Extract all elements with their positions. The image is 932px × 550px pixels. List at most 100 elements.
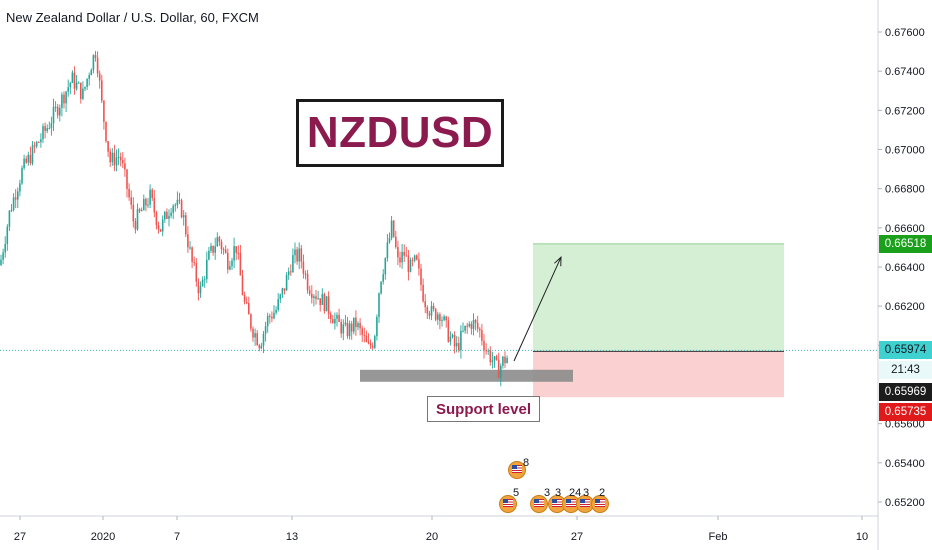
candle-body bbox=[252, 328, 254, 338]
candle-body bbox=[327, 296, 330, 314]
candle-body bbox=[413, 255, 416, 261]
candle-body bbox=[287, 271, 290, 276]
candle-body bbox=[388, 238, 391, 243]
candle-body bbox=[277, 299, 279, 310]
loss-zone[interactable] bbox=[533, 351, 784, 398]
candle-body bbox=[437, 314, 439, 320]
candle-body bbox=[136, 209, 139, 230]
candle-body bbox=[445, 316, 447, 321]
candle-body bbox=[94, 55, 97, 58]
candle-body bbox=[151, 189, 153, 199]
economic-event-icon[interactable] bbox=[508, 461, 526, 479]
candle-body bbox=[464, 325, 466, 331]
candle-body bbox=[420, 268, 422, 285]
event-count: 3 bbox=[544, 487, 551, 499]
candle-body bbox=[279, 294, 282, 300]
economic-event-icon[interactable] bbox=[576, 495, 594, 513]
candle-body bbox=[395, 236, 397, 248]
candle-body bbox=[430, 305, 433, 316]
stop-loss-price-tag: 0.65735 bbox=[879, 403, 932, 421]
x-tick-label: 27 bbox=[571, 531, 583, 543]
candle-body bbox=[27, 154, 30, 163]
candle-body bbox=[67, 87, 69, 92]
economic-event-icon[interactable] bbox=[548, 495, 566, 513]
candle-body bbox=[340, 321, 342, 334]
economic-event-icon[interactable] bbox=[591, 495, 609, 513]
candle-body bbox=[348, 323, 351, 337]
candle-body bbox=[378, 293, 380, 317]
candle-body bbox=[290, 271, 292, 273]
candle-body bbox=[285, 275, 288, 291]
candle-body bbox=[458, 343, 460, 351]
candle-body bbox=[195, 263, 198, 282]
candle-body bbox=[214, 246, 216, 253]
projection-arrow-head bbox=[554, 256, 562, 267]
stop-loss-price: 0.65735 bbox=[884, 406, 927, 418]
candle-body bbox=[222, 249, 225, 251]
candle-body bbox=[491, 360, 494, 363]
candle-body bbox=[300, 248, 303, 262]
candle-body bbox=[350, 323, 353, 332]
candle-body bbox=[12, 197, 15, 210]
candle-body bbox=[29, 154, 32, 164]
candle-body bbox=[164, 211, 166, 220]
candle-body bbox=[384, 258, 387, 275]
candle-body bbox=[262, 333, 265, 346]
profit-zone[interactable] bbox=[533, 243, 784, 352]
candle-body bbox=[504, 356, 506, 364]
support-level-zone[interactable] bbox=[360, 369, 573, 382]
candle-body bbox=[281, 288, 284, 295]
candle-body bbox=[208, 250, 210, 260]
candle-body bbox=[296, 249, 298, 262]
candle-body bbox=[157, 225, 160, 230]
candle-body bbox=[50, 123, 53, 129]
entry-price-tag: 0.65969 bbox=[879, 383, 932, 401]
economic-event-icon[interactable] bbox=[530, 495, 548, 513]
candle-body bbox=[355, 317, 357, 328]
candle-body bbox=[315, 296, 317, 299]
candle-body bbox=[266, 315, 269, 327]
economic-event-icon[interactable] bbox=[562, 495, 580, 513]
candle-body bbox=[258, 345, 261, 349]
projection-arrow-line[interactable] bbox=[513, 257, 562, 362]
event-count: 8 bbox=[523, 457, 530, 469]
economic-event-icon[interactable] bbox=[499, 495, 517, 513]
candle-body bbox=[485, 350, 487, 352]
candle-body bbox=[2, 252, 4, 260]
candle-body bbox=[441, 319, 443, 321]
candle-body bbox=[130, 197, 132, 205]
candle-body bbox=[424, 301, 426, 308]
candle-body bbox=[231, 260, 233, 267]
candle-body bbox=[346, 322, 349, 337]
candle-body bbox=[178, 199, 181, 201]
x-tick-label: 7 bbox=[174, 531, 180, 543]
candle-body bbox=[313, 296, 315, 299]
support-level-label-box[interactable]: Support level bbox=[427, 396, 540, 422]
x-tick-label: 27 bbox=[14, 531, 26, 543]
candle-body bbox=[35, 142, 38, 147]
y-tick-label: 0.65600 bbox=[885, 419, 925, 431]
x-tick-label: 10 bbox=[856, 531, 868, 543]
candle-body bbox=[256, 333, 258, 346]
candle-body bbox=[311, 293, 313, 299]
candle-body bbox=[298, 248, 300, 262]
candle-body bbox=[283, 288, 286, 291]
candle-body bbox=[138, 209, 141, 212]
candle-body bbox=[44, 126, 46, 131]
candle-body bbox=[52, 106, 55, 124]
candle-body bbox=[80, 82, 82, 99]
candle-body bbox=[374, 336, 376, 348]
candle-body bbox=[363, 334, 366, 336]
candle-body bbox=[476, 322, 479, 329]
y-tick-label: 0.65400 bbox=[885, 458, 925, 470]
take-profit-price: 0.66518 bbox=[884, 238, 927, 250]
candle-body bbox=[63, 94, 65, 104]
candle-body bbox=[143, 199, 145, 211]
candle-body bbox=[92, 55, 95, 70]
symbol-annotation-box[interactable]: NZDUSD bbox=[296, 99, 504, 167]
candle-body bbox=[428, 313, 431, 316]
candle-body bbox=[216, 237, 219, 247]
candle-body bbox=[166, 211, 168, 219]
